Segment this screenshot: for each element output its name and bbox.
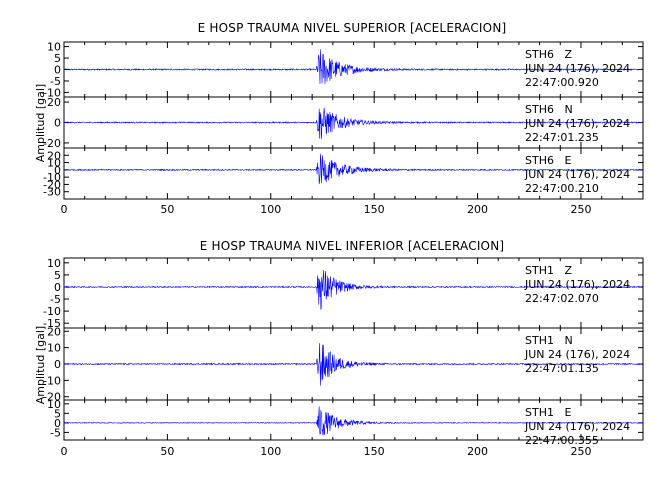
y-tick-label: 0 [54, 358, 61, 371]
x-tick-label: 250 [570, 445, 591, 458]
y-tick-label: 10 [47, 157, 61, 170]
y-tick-label: -30 [43, 186, 61, 199]
x-tick-label: 200 [467, 203, 488, 216]
station-component-label: STH1 Z [525, 264, 572, 277]
waveform-line [63, 107, 644, 140]
y-tick-label: 10 [47, 41, 61, 54]
start-time-label: 22:47:00.355 [525, 434, 599, 447]
y-tick-label: 20 [47, 96, 61, 109]
y-tick-label: -5 [50, 293, 61, 306]
waveform-line [63, 343, 644, 386]
upper-ylabel: Amplitud [gal] [34, 84, 47, 162]
y-tick-label: 20 [47, 325, 61, 338]
y-tick-label: 10 [47, 342, 61, 355]
y-tick-label: 5 [54, 407, 61, 420]
x-tick-label: 200 [467, 445, 488, 458]
y-tick-label: -5 [50, 75, 61, 88]
waveform-line [63, 406, 644, 436]
y-tick-label: -10 [43, 374, 61, 387]
y-tick-label: -10 [43, 86, 61, 99]
y-tick-label: -20 [43, 391, 61, 404]
y-tick-label: 0 [54, 164, 61, 177]
y-tick-label: -10 [43, 305, 61, 318]
start-time-label: 22:47:01.235 [525, 131, 599, 144]
y-tick-label: 10 [47, 257, 61, 270]
lower-title: E HOSP TRAUMA NIVEL INFERIOR [ACELERACIO… [200, 239, 505, 253]
station-component-label: STH6 Z [525, 48, 572, 61]
lower-level-group: E HOSP TRAUMA NIVEL INFERIOR [ACELERACIO… [34, 239, 644, 458]
y-tick-label: -20 [43, 178, 61, 191]
y-tick-label: -20 [43, 137, 61, 150]
y-tick-label: -5 [50, 426, 61, 439]
start-time-label: 22:47:02.070 [525, 292, 599, 305]
lower-ylabel: Amplitud [gal] [34, 326, 47, 404]
x-tick-label: 50 [160, 445, 174, 458]
x-tick-label: 50 [160, 203, 174, 216]
start-time-label: 22:47:01.135 [525, 362, 599, 375]
station-component-label: STH1 N [525, 334, 573, 347]
y-tick-label: -10 [43, 171, 61, 184]
waveform-line [63, 269, 644, 310]
upper-level-group: E HOSP TRAUMA NIVEL SUPERIOR [ACELERACIO… [34, 21, 644, 216]
y-tick-label: 20 [47, 149, 61, 162]
y-tick-label: -15 [43, 317, 61, 330]
x-tick-label: 250 [570, 203, 591, 216]
x-tick-label: 150 [364, 203, 385, 216]
x-tick-label: 100 [260, 203, 281, 216]
station-component-label: STH6 E [525, 154, 571, 167]
y-tick-label: 0 [54, 417, 61, 430]
y-tick-label: 0 [54, 64, 61, 77]
start-time-label: 22:47:00.920 [525, 76, 599, 89]
station-component-label: STH6 N [525, 103, 573, 116]
x-tick-label: 0 [61, 203, 68, 216]
y-tick-label: 5 [54, 52, 61, 65]
date-label: JUN 24 (176), 2024 [524, 348, 630, 361]
y-tick-label: 10 [47, 398, 61, 411]
waveform-line [63, 49, 644, 84]
date-label: JUN 24 (176), 2024 [524, 278, 630, 291]
waveform-line [63, 153, 644, 185]
x-tick-label: 100 [260, 445, 281, 458]
date-label: JUN 24 (176), 2024 [524, 420, 630, 433]
y-tick-label: 0 [54, 281, 61, 294]
date-label: JUN 24 (176), 2024 [524, 117, 630, 130]
x-tick-label: 150 [364, 445, 385, 458]
x-tick-label: 0 [61, 445, 68, 458]
y-tick-label: 0 [54, 117, 61, 130]
date-label: JUN 24 (176), 2024 [524, 168, 630, 181]
y-tick-label: 5 [54, 269, 61, 282]
station-component-label: STH1 E [525, 406, 571, 419]
date-label: JUN 24 (176), 2024 [524, 62, 630, 75]
upper-title: E HOSP TRAUMA NIVEL SUPERIOR [ACELERACIO… [198, 21, 507, 35]
start-time-label: 22:47:00.210 [525, 182, 599, 195]
